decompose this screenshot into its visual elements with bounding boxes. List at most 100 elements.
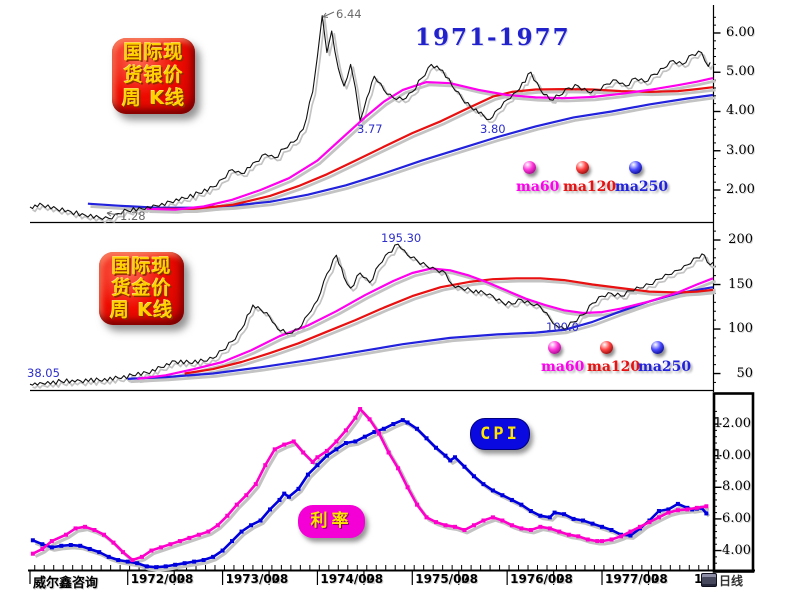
silver-badge: 国际现 货银价 周 K线 xyxy=(112,38,195,114)
macro-marker xyxy=(182,561,187,566)
ma120-sphere-icon xyxy=(600,341,613,354)
macro-marker xyxy=(73,526,78,531)
macro-marker xyxy=(519,502,524,507)
macro-marker xyxy=(443,523,448,528)
macro-marker xyxy=(83,524,88,529)
annotation-gold-low: 100.0 xyxy=(546,320,579,334)
macro-marker xyxy=(609,527,614,532)
calendar-icon[interactable] xyxy=(701,573,717,587)
macro-marker xyxy=(78,543,83,548)
macro-marker xyxy=(656,515,661,520)
macro-marker xyxy=(130,558,135,563)
macro-marker xyxy=(576,534,581,539)
macro-marker xyxy=(675,501,680,506)
macro-marker xyxy=(471,474,476,479)
macro-marker xyxy=(362,434,367,439)
gold-badge-line3: 周 K线 xyxy=(109,299,174,321)
macro-marker xyxy=(101,532,106,537)
macro-marker xyxy=(258,518,263,523)
ma60-sphere-icon xyxy=(548,341,561,354)
macro-marker xyxy=(519,526,524,531)
silver-legend-ma120: ma120 xyxy=(563,179,617,195)
macro-marker xyxy=(547,515,552,520)
macro-marker xyxy=(557,529,562,534)
macro-marker xyxy=(296,486,301,491)
macro-marker xyxy=(358,407,363,412)
macro-marker xyxy=(120,550,125,555)
macro-marker xyxy=(405,420,410,425)
macro-marker xyxy=(343,428,348,433)
period-type-label[interactable]: 日线 xyxy=(719,574,744,588)
macro-marker xyxy=(471,523,476,528)
macro-marker xyxy=(628,533,633,538)
silver-series-price xyxy=(29,15,711,220)
macro-marker xyxy=(666,507,671,512)
macro-marker xyxy=(125,559,130,564)
annotation-silver-peak: 6.44 xyxy=(336,7,362,21)
macro-marker xyxy=(509,497,514,502)
gold-series-ma120 xyxy=(184,277,714,375)
macro-marker xyxy=(562,512,567,517)
gold-badge: 国际现 货金价 周 K线 xyxy=(99,252,184,325)
macro-marker xyxy=(538,513,543,518)
period-number: 1 xyxy=(694,572,703,586)
macro-marker xyxy=(315,463,320,468)
macro-marker xyxy=(286,494,291,499)
macro-marker xyxy=(87,546,92,551)
macro-marker xyxy=(581,518,586,523)
macro-marker xyxy=(566,532,571,537)
watermark: 威尔鑫咨询 xyxy=(33,576,99,590)
macro-marker xyxy=(571,516,576,521)
chart-title: 1971-1977 xyxy=(415,24,571,51)
cpi-badge: CPI xyxy=(470,418,530,450)
macro-marker xyxy=(168,542,173,547)
macro-marker xyxy=(424,515,429,520)
macro-marker xyxy=(462,527,467,532)
macro-marker xyxy=(424,436,429,441)
macro-marker xyxy=(443,453,448,458)
macro-marker xyxy=(92,527,97,532)
annotation-gold-start: 38.05 xyxy=(27,366,60,380)
macro-marker xyxy=(656,509,661,514)
macro-marker xyxy=(64,532,69,537)
macro-marker xyxy=(324,448,329,453)
macro-marker xyxy=(196,532,201,537)
silver-badge-line1: 国际现 xyxy=(123,41,184,63)
macro-marker xyxy=(367,417,372,422)
interest-rate-badge: 利率 xyxy=(298,505,365,538)
macro-marker xyxy=(538,524,543,529)
macro-marker xyxy=(315,455,320,460)
ma60-sphere-icon xyxy=(523,161,536,174)
macro-marker xyxy=(282,442,287,447)
macro-marker xyxy=(97,550,102,555)
macro-marker xyxy=(353,415,358,420)
macro-marker xyxy=(637,524,642,529)
macro-marker xyxy=(30,551,35,556)
macro-marker xyxy=(244,493,249,498)
macro-marker xyxy=(675,508,680,513)
annotation-silver-dip-1976: 3.80 xyxy=(480,122,506,136)
silver-series-ma60 xyxy=(146,77,714,211)
gold-badge-line2: 货金价 xyxy=(111,277,172,299)
macro-marker xyxy=(68,543,73,548)
macro-marker xyxy=(282,491,287,496)
macro-marker xyxy=(177,539,182,544)
annotation-silver-low: 1.28 xyxy=(120,209,146,223)
macro-marker xyxy=(585,537,590,542)
macro-marker xyxy=(305,472,310,477)
macro-marker xyxy=(381,426,386,431)
macro-marker xyxy=(528,527,533,532)
macro-marker xyxy=(144,564,149,569)
macro-marker xyxy=(149,548,154,553)
macro-marker xyxy=(192,559,197,564)
macro-marker xyxy=(405,485,410,490)
ma250-sphere-icon xyxy=(651,341,664,354)
silver-badge-line3: 周 K线 xyxy=(121,87,186,109)
macro-marker xyxy=(239,529,244,534)
macro-marker xyxy=(595,539,600,544)
macro-marker xyxy=(324,453,329,458)
macro-marker xyxy=(528,509,533,514)
gold-series-price xyxy=(29,243,714,386)
